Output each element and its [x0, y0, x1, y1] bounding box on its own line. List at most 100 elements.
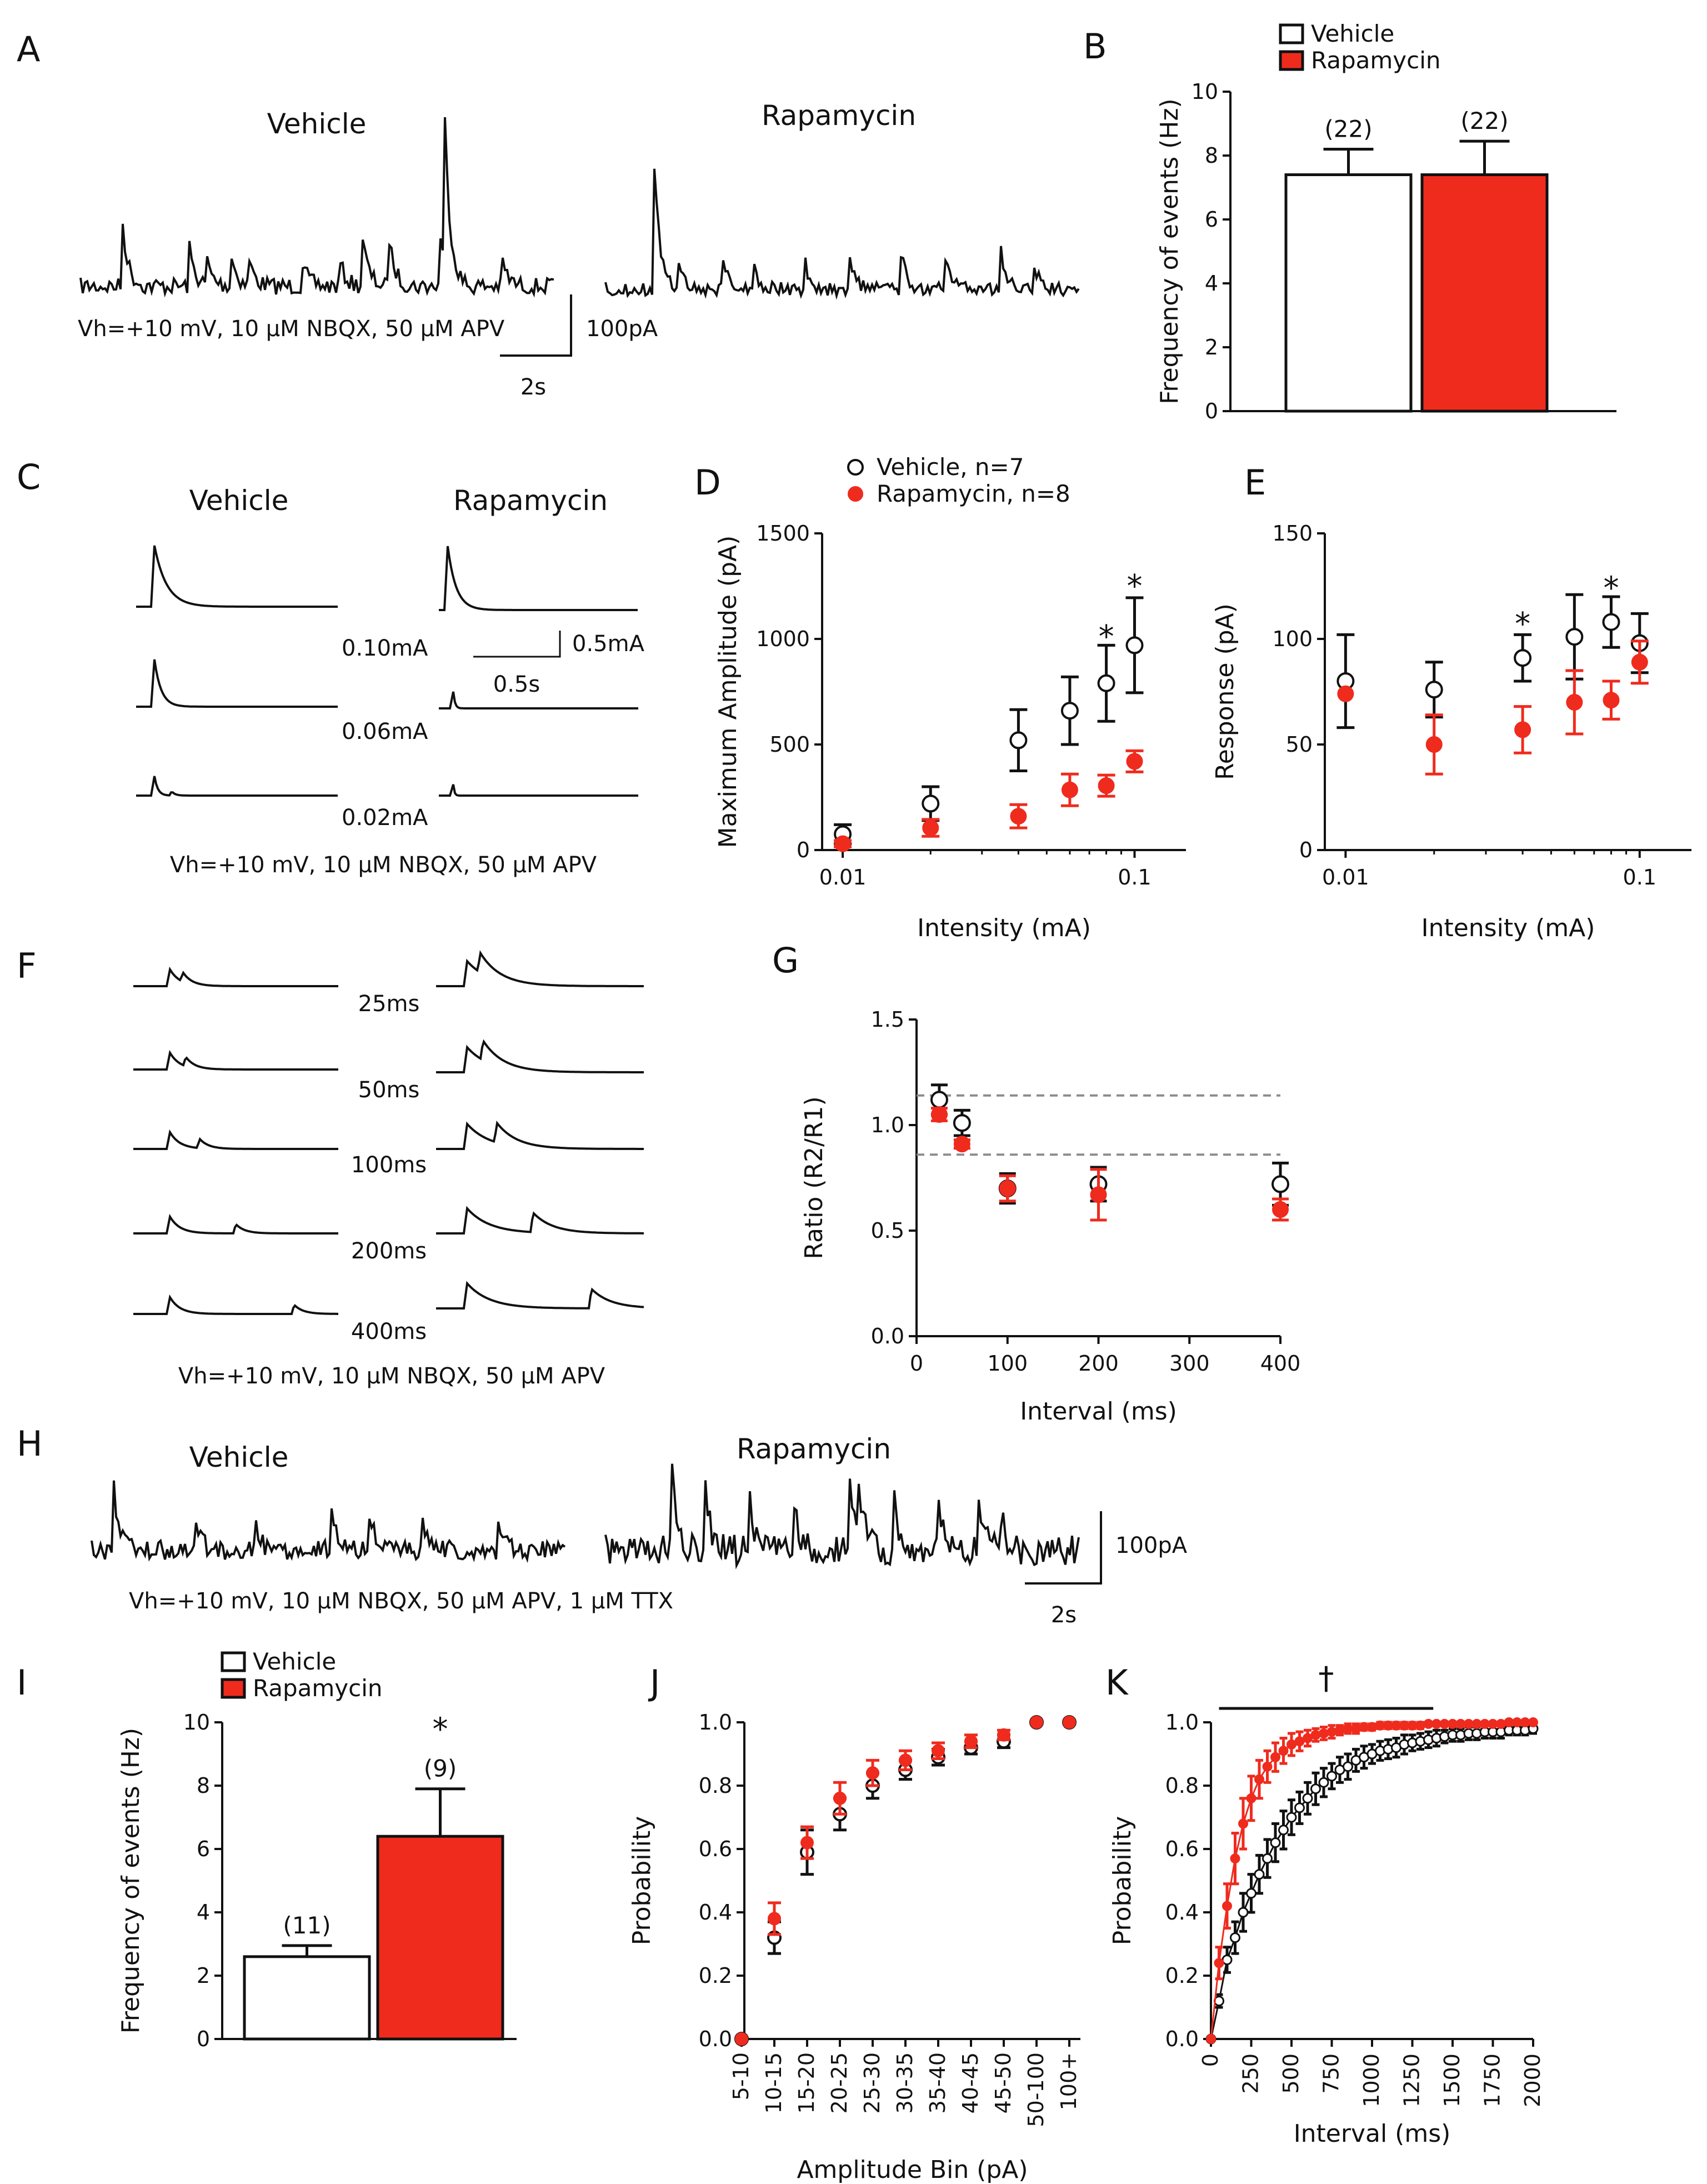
x-tick-label: 0.1 [1623, 865, 1656, 889]
point-vehicle [1565, 628, 1584, 646]
y-axis-label: Frequency of events (Hz) [1155, 98, 1184, 404]
y-tick-label: 0.2 [699, 1963, 732, 1988]
y-tick-label: 1500 [756, 521, 810, 546]
panel-a-rapamycin-trace [604, 168, 1080, 300]
y-tick-label: 0.8 [1165, 1773, 1199, 1798]
panel-a-scale-y: 100pA [586, 316, 658, 342]
panel-f-interval-400: 400ms [351, 1319, 427, 1345]
x-axis-label: Intensity (mA) [917, 914, 1091, 942]
point-rapamycin [1351, 1723, 1361, 1734]
point-vehicle [1262, 1853, 1273, 1864]
x-tick-label: 35-40 [925, 2052, 950, 2113]
y-tick-label: 500 [769, 732, 810, 757]
y-tick-label: 6 [197, 1837, 210, 1861]
x-tick-label: 10-15 [762, 2052, 786, 2113]
panel-label-h: H [17, 1423, 43, 1464]
point-rapamycin [1238, 1818, 1248, 1829]
panel-f-vehicle-trace-100 [133, 1129, 338, 1150]
x-tick-label: 100 [987, 1351, 1028, 1376]
y-tick-label: 10 [183, 1710, 210, 1735]
x-tick-label: 300 [1169, 1351, 1210, 1376]
bar-rapamycin [1420, 173, 1549, 413]
point-rapamycin [1010, 808, 1027, 825]
point-rapamycin [1278, 1746, 1289, 1756]
panel-label-i: I [17, 1662, 27, 1703]
panel-c-intensity-low: 0.02mA [342, 805, 428, 831]
legend-swatch-vehicle [1279, 23, 1304, 44]
panel-f-vehicle-trace-400 [133, 1294, 338, 1315]
point-rapamycin [1063, 1716, 1076, 1729]
panel-f-vehicle-trace-50 [133, 1049, 338, 1071]
panel-c-rapamycin-title: Rapamycin [453, 484, 608, 517]
point-vehicle [922, 794, 940, 813]
point-vehicle [1343, 1761, 1353, 1772]
point-rapamycin [964, 1735, 978, 1748]
point-rapamycin [997, 1728, 1010, 1742]
point-rapamycin [1214, 1958, 1224, 1968]
panel-f-rapamycin-trace-25 [436, 950, 644, 987]
x-tick-label: 20-25 [827, 2052, 852, 2113]
point-vehicle [1514, 649, 1532, 667]
bar-rapamycin [376, 1835, 504, 2041]
point-vehicle [1125, 636, 1144, 654]
point-vehicle [1310, 1783, 1321, 1795]
point-rapamycin [800, 1836, 814, 1850]
y-tick-label: 2 [1205, 335, 1218, 359]
point-rapamycin [1126, 753, 1143, 770]
point-rapamycin [866, 1766, 879, 1780]
y-axis-label: Ratio (R2/R1) [800, 1096, 828, 1259]
y-tick-label: 6 [1205, 207, 1218, 232]
point-rapamycin [1425, 736, 1443, 753]
x-axis-label: Interval (ms) [1020, 1397, 1177, 1426]
point-rapamycin [1335, 1725, 1345, 1736]
significance-star: * [1515, 606, 1530, 642]
point-rapamycin [1246, 1793, 1257, 1803]
chart-e: E 0 50 100 150 0.01 0.1 Intensity (mA) Response … [1211, 462, 1691, 942]
panel-c-vehicle-trace-low [136, 776, 338, 797]
significance-star: * [433, 1712, 448, 1748]
point-vehicle [1009, 731, 1028, 749]
x-tick-label: 5-10 [729, 2052, 753, 2100]
significance-star: * [1099, 619, 1114, 655]
panel-f-vehicle-trace-200 [133, 1213, 338, 1235]
point-vehicle [1246, 1888, 1257, 1899]
legend-label: Rapamycin, n=8 [877, 480, 1070, 507]
y-tick-label: 0 [197, 2027, 210, 2051]
chart-k: K 0.0 0.2 0.4 0.6 0.8 1.0 0 250 500 750 1000 1250 150… [1105, 1661, 1545, 2148]
x-axis-label: Intensity (mA) [1421, 914, 1595, 942]
x-tick-label: 45-50 [991, 2052, 1015, 2113]
panel-h-vehicle-title: Vehicle [189, 1441, 289, 1473]
point-rapamycin [1319, 1728, 1329, 1738]
chart-j: J 0.0 0.2 0.4 0.6 0.8 1.0 Amplitude Bin (pA) Pro… [628, 1662, 1081, 2184]
point-rapamycin [1496, 1718, 1506, 1729]
point-rapamycin [834, 835, 852, 852]
point-rapamycin [1030, 1716, 1043, 1729]
panel-label-g: G [772, 940, 799, 981]
panel-c-scale-x: 0.5s [493, 672, 540, 697]
legend-label: Rapamycin [1311, 47, 1441, 74]
x-tick-label: 0 [910, 1351, 923, 1376]
y-tick-label: 100 [1272, 627, 1313, 651]
x-tick-label: 1750 [1480, 2053, 1505, 2107]
panel-f-rapamycin-trace-200 [436, 1206, 644, 1235]
y-axis-label: Frequency of events (Hz) [117, 1728, 145, 2033]
panel-c-rapamycin-trace-low [439, 784, 638, 797]
panel-label-e: E [1244, 462, 1266, 503]
point-vehicle [1302, 1793, 1313, 1804]
x-axis-label: Interval (ms) [1294, 2120, 1451, 2148]
point-rapamycin [735, 2032, 748, 2046]
point-rapamycin [1090, 1186, 1107, 1203]
legend-label: Vehicle [1311, 20, 1394, 47]
legend-swatch-vehicle [221, 1651, 246, 1672]
chart-d: D 0 500 1000 1500 0.01 0.1 Intensity (mA) Maximu… [694, 453, 1186, 942]
x-tick-label: 400 [1260, 1351, 1301, 1376]
point-rapamycin [930, 1106, 948, 1123]
y-tick-label: 0.8 [699, 1773, 732, 1798]
x-tick-label: 0.01 [819, 865, 867, 889]
point-vehicle [1425, 681, 1443, 699]
y-tick-label: 4 [197, 1900, 210, 1925]
y-tick-label: 0.5 [871, 1218, 904, 1243]
point-rapamycin [1230, 1853, 1240, 1864]
point-rapamycin [1528, 1717, 1538, 1727]
point-vehicle [1238, 1907, 1249, 1918]
